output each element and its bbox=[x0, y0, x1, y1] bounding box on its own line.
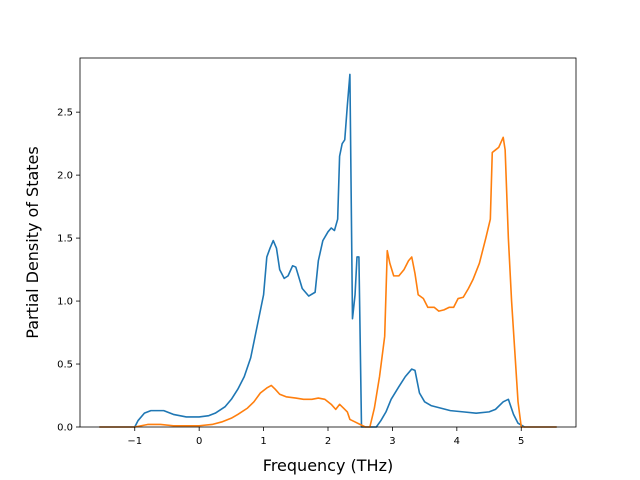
plot-area: −1 0 1 2 3 4 5 0.0 0.5 1.0 1.5 2.0 2.5 bbox=[57, 57, 577, 447]
y-axis-label: Partial Density of States bbox=[23, 146, 42, 338]
x-tick-label: 4 bbox=[454, 436, 460, 447]
x-tick-label: 5 bbox=[518, 436, 524, 447]
y-tick-label: 0.0 bbox=[57, 423, 73, 434]
x-tick-label: 2 bbox=[325, 436, 331, 447]
x-tick-label: 3 bbox=[389, 436, 395, 447]
x-tick-label: 1 bbox=[260, 436, 266, 447]
y-axis-ticks: 0.0 0.5 1.0 1.5 2.0 2.5 bbox=[57, 108, 80, 434]
series-layer bbox=[99, 73, 557, 428]
x-axis-label: Frequency (THz) bbox=[263, 456, 393, 475]
x-tick-label: −1 bbox=[127, 436, 142, 447]
x-tick-label: 0 bbox=[196, 436, 202, 447]
y-tick-label: 2.0 bbox=[57, 171, 73, 182]
y-tick-label: 2.5 bbox=[57, 108, 73, 119]
series-line-1 bbox=[99, 73, 557, 428]
series-line-2 bbox=[99, 136, 557, 428]
x-axis-ticks: −1 0 1 2 3 4 5 bbox=[127, 427, 524, 447]
y-tick-label: 0.5 bbox=[57, 360, 73, 371]
y-tick-label: 1.0 bbox=[57, 297, 73, 308]
y-tick-label: 1.5 bbox=[57, 234, 73, 245]
